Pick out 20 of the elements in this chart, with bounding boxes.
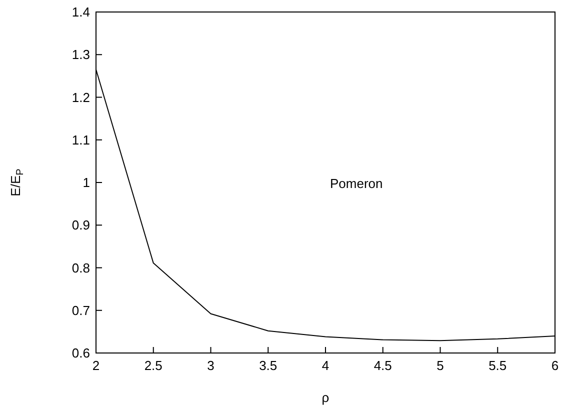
y-tick-label: 1	[82, 175, 90, 190]
y-tick-label: 1.3	[72, 47, 90, 62]
x-tick-label: 3	[207, 358, 214, 374]
x-tick-label: 5.5	[488, 358, 507, 374]
x-tick-label: 4.5	[374, 358, 392, 374]
x-tick-label: 2	[92, 358, 100, 374]
y-tick-label: 1.2	[72, 90, 90, 105]
x-axis-title: ρ	[322, 390, 330, 405]
y-tick-label: 0.7	[72, 302, 90, 318]
y-tick-label: 0.6	[72, 346, 90, 361]
y-tick-label: 0.9	[72, 218, 90, 233]
x-tick-label: 3.5	[259, 358, 278, 374]
y-tick-label: 1.4	[72, 4, 90, 20]
x-tick-label: 6	[551, 358, 559, 374]
x-tick-label: 5	[436, 358, 444, 374]
y-tick-label: 1.1	[72, 132, 90, 148]
annotation: Pomeron	[330, 176, 383, 191]
y-tick-label: 0.8	[72, 260, 90, 276]
x-tick-label: 4	[322, 358, 330, 374]
x-tick-label: 2.5	[144, 358, 162, 374]
